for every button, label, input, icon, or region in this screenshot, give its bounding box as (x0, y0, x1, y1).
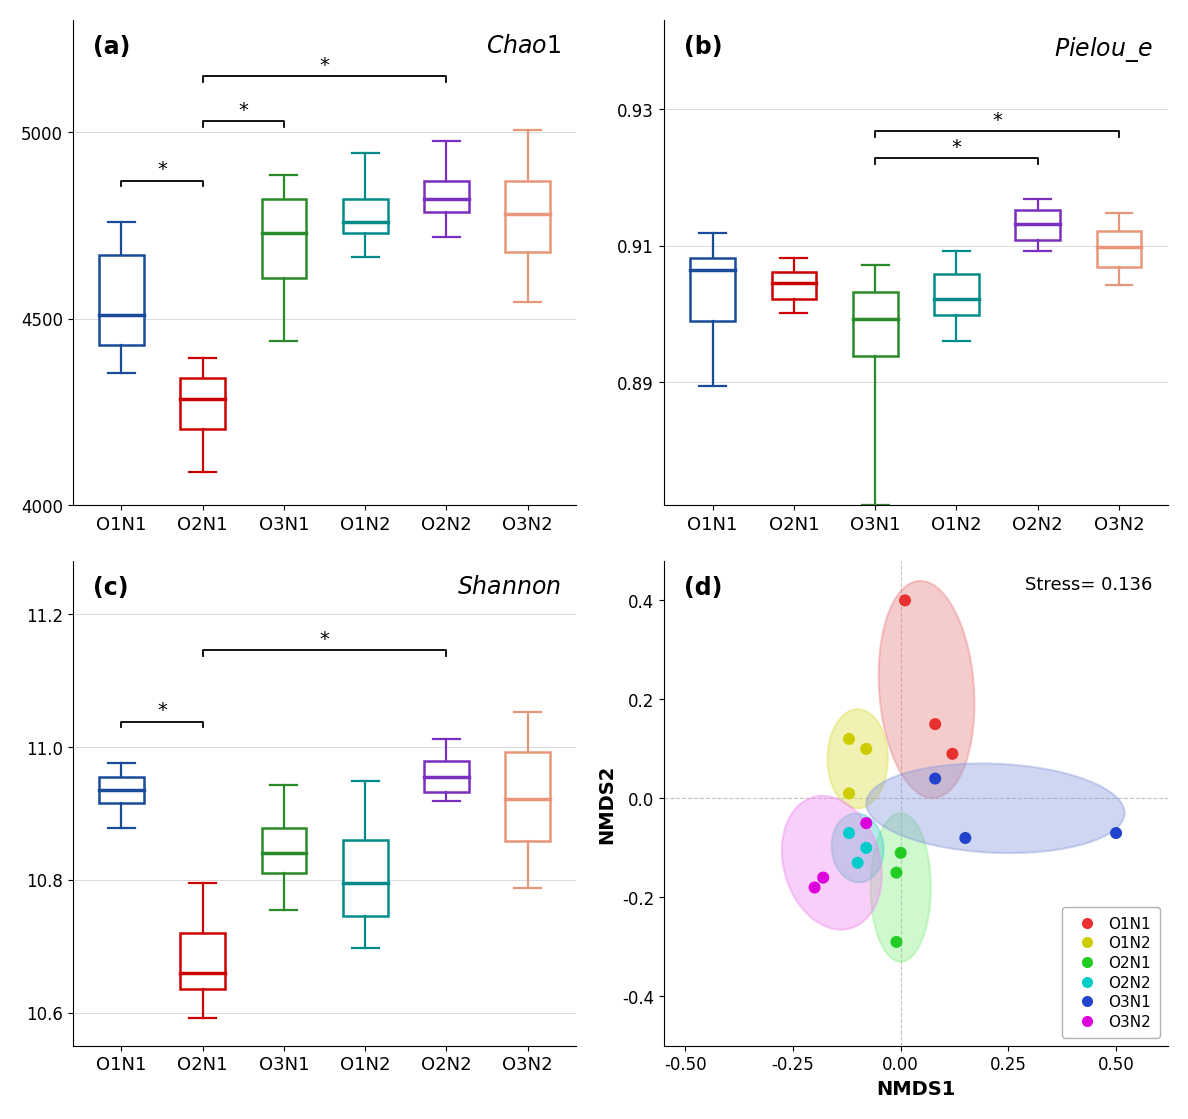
Point (839, 784, 858, 802)
Point (955, 829, 974, 847)
Point (895, 592, 914, 610)
X-axis label: NMDS1: NMDS1 (876, 1079, 955, 1098)
Bar (1015, 210, 1060, 241)
Bar (181, 379, 225, 430)
Bar (99, 777, 144, 803)
Point (1106, 825, 1125, 843)
Text: *: * (157, 700, 166, 720)
Point (925, 715, 944, 733)
Text: *: * (238, 101, 248, 120)
Ellipse shape (870, 814, 930, 962)
Text: (c): (c) (93, 575, 128, 600)
Point (925, 770, 944, 788)
Text: (b): (b) (683, 36, 722, 59)
Bar (505, 181, 550, 252)
Ellipse shape (827, 709, 887, 808)
Text: *: * (157, 160, 166, 179)
Point (857, 740, 876, 758)
Point (886, 933, 905, 951)
Bar (505, 752, 550, 841)
Text: Stress= 0.136: Stress= 0.136 (1025, 575, 1152, 594)
Text: (d): (d) (683, 575, 722, 600)
Point (848, 854, 867, 872)
Point (942, 745, 961, 763)
Bar (342, 200, 387, 234)
Point (839, 825, 858, 843)
Ellipse shape (782, 796, 881, 930)
Bar (1097, 232, 1140, 269)
Bar (181, 933, 225, 989)
Point (814, 868, 833, 886)
Text: (a): (a) (93, 36, 129, 59)
Text: *: * (992, 111, 1001, 130)
Y-axis label: NMDS2: NMDS2 (598, 764, 617, 844)
Ellipse shape (878, 581, 974, 798)
Text: $\mathit{Chao1}$: $\mathit{Chao1}$ (486, 36, 561, 58)
Point (839, 731, 858, 749)
Bar (424, 762, 468, 792)
Point (804, 878, 823, 896)
Text: $\mathit{Shannon}$: $\mathit{Shannon}$ (457, 575, 561, 599)
Text: *: * (952, 138, 961, 157)
Bar (342, 840, 387, 916)
Bar (771, 272, 816, 300)
Legend: O1N1, O1N2, O2N1, O2N2, O3N1, O3N2: O1N1, O1N2, O2N1, O2N2, O3N1, O3N2 (1062, 908, 1159, 1038)
Bar (99, 256, 144, 346)
Point (857, 815, 876, 833)
Text: $\mathit{Pielou\_e}$: $\mathit{Pielou\_e}$ (1054, 36, 1152, 65)
Ellipse shape (832, 814, 883, 883)
Text: *: * (320, 630, 329, 649)
Bar (690, 258, 734, 321)
Point (886, 864, 905, 882)
Bar (261, 828, 307, 873)
Bar (852, 292, 897, 357)
Bar (261, 200, 307, 279)
Bar (934, 275, 978, 316)
Bar (424, 181, 468, 213)
Point (857, 839, 876, 857)
Text: *: * (320, 56, 329, 75)
Point (891, 844, 910, 862)
Ellipse shape (866, 763, 1124, 854)
